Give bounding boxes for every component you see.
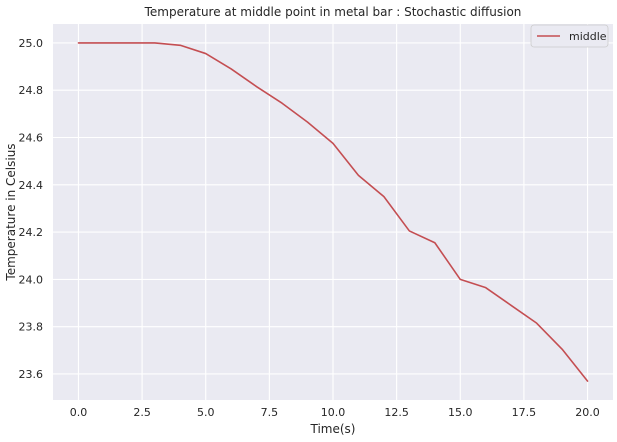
x-tick-label: 17.5 <box>512 406 537 419</box>
x-tick-label: 12.5 <box>384 406 409 419</box>
y-tick-label: 24.4 <box>19 179 44 192</box>
x-tick-label: 15.0 <box>448 406 473 419</box>
y-tick-label: 25.0 <box>19 37 44 50</box>
x-axis-ticks: 0.0 2.5 5.0 7.5 10.0 12.5 15.0 17.5 20.0 <box>70 406 600 419</box>
series-layer <box>77 42 589 382</box>
y-tick-label: 24.2 <box>19 226 44 239</box>
y-tick-label: 24.8 <box>19 84 44 97</box>
x-tick-label: 5.0 <box>197 406 215 419</box>
y-axis-title: Temperature in Celsius <box>4 143 18 281</box>
x-axis-title: Time(s) <box>310 422 356 436</box>
series-line-middle <box>77 42 589 382</box>
y-tick-label: 23.6 <box>19 368 44 381</box>
x-tick-label: 20.0 <box>575 406 600 419</box>
y-axis-ticks: 23.6 23.8 24.0 24.2 24.4 24.6 24.8 25.0 <box>19 37 44 381</box>
x-tick-label: 0.0 <box>70 406 88 419</box>
legend-box <box>530 24 609 48</box>
chart-title: Temperature at middle point in metal bar… <box>144 5 522 19</box>
y-tick-label: 24.0 <box>19 273 44 286</box>
y-tick-label: 24.6 <box>19 132 44 145</box>
x-tick-label: 7.5 <box>261 406 279 419</box>
legend: middle <box>530 24 609 48</box>
x-tick-label: 10.0 <box>321 406 346 419</box>
x-tick-label: 2.5 <box>133 406 151 419</box>
grid-lines <box>53 24 613 400</box>
legend-label-middle: middle <box>569 30 607 43</box>
y-tick-label: 23.8 <box>19 321 44 334</box>
